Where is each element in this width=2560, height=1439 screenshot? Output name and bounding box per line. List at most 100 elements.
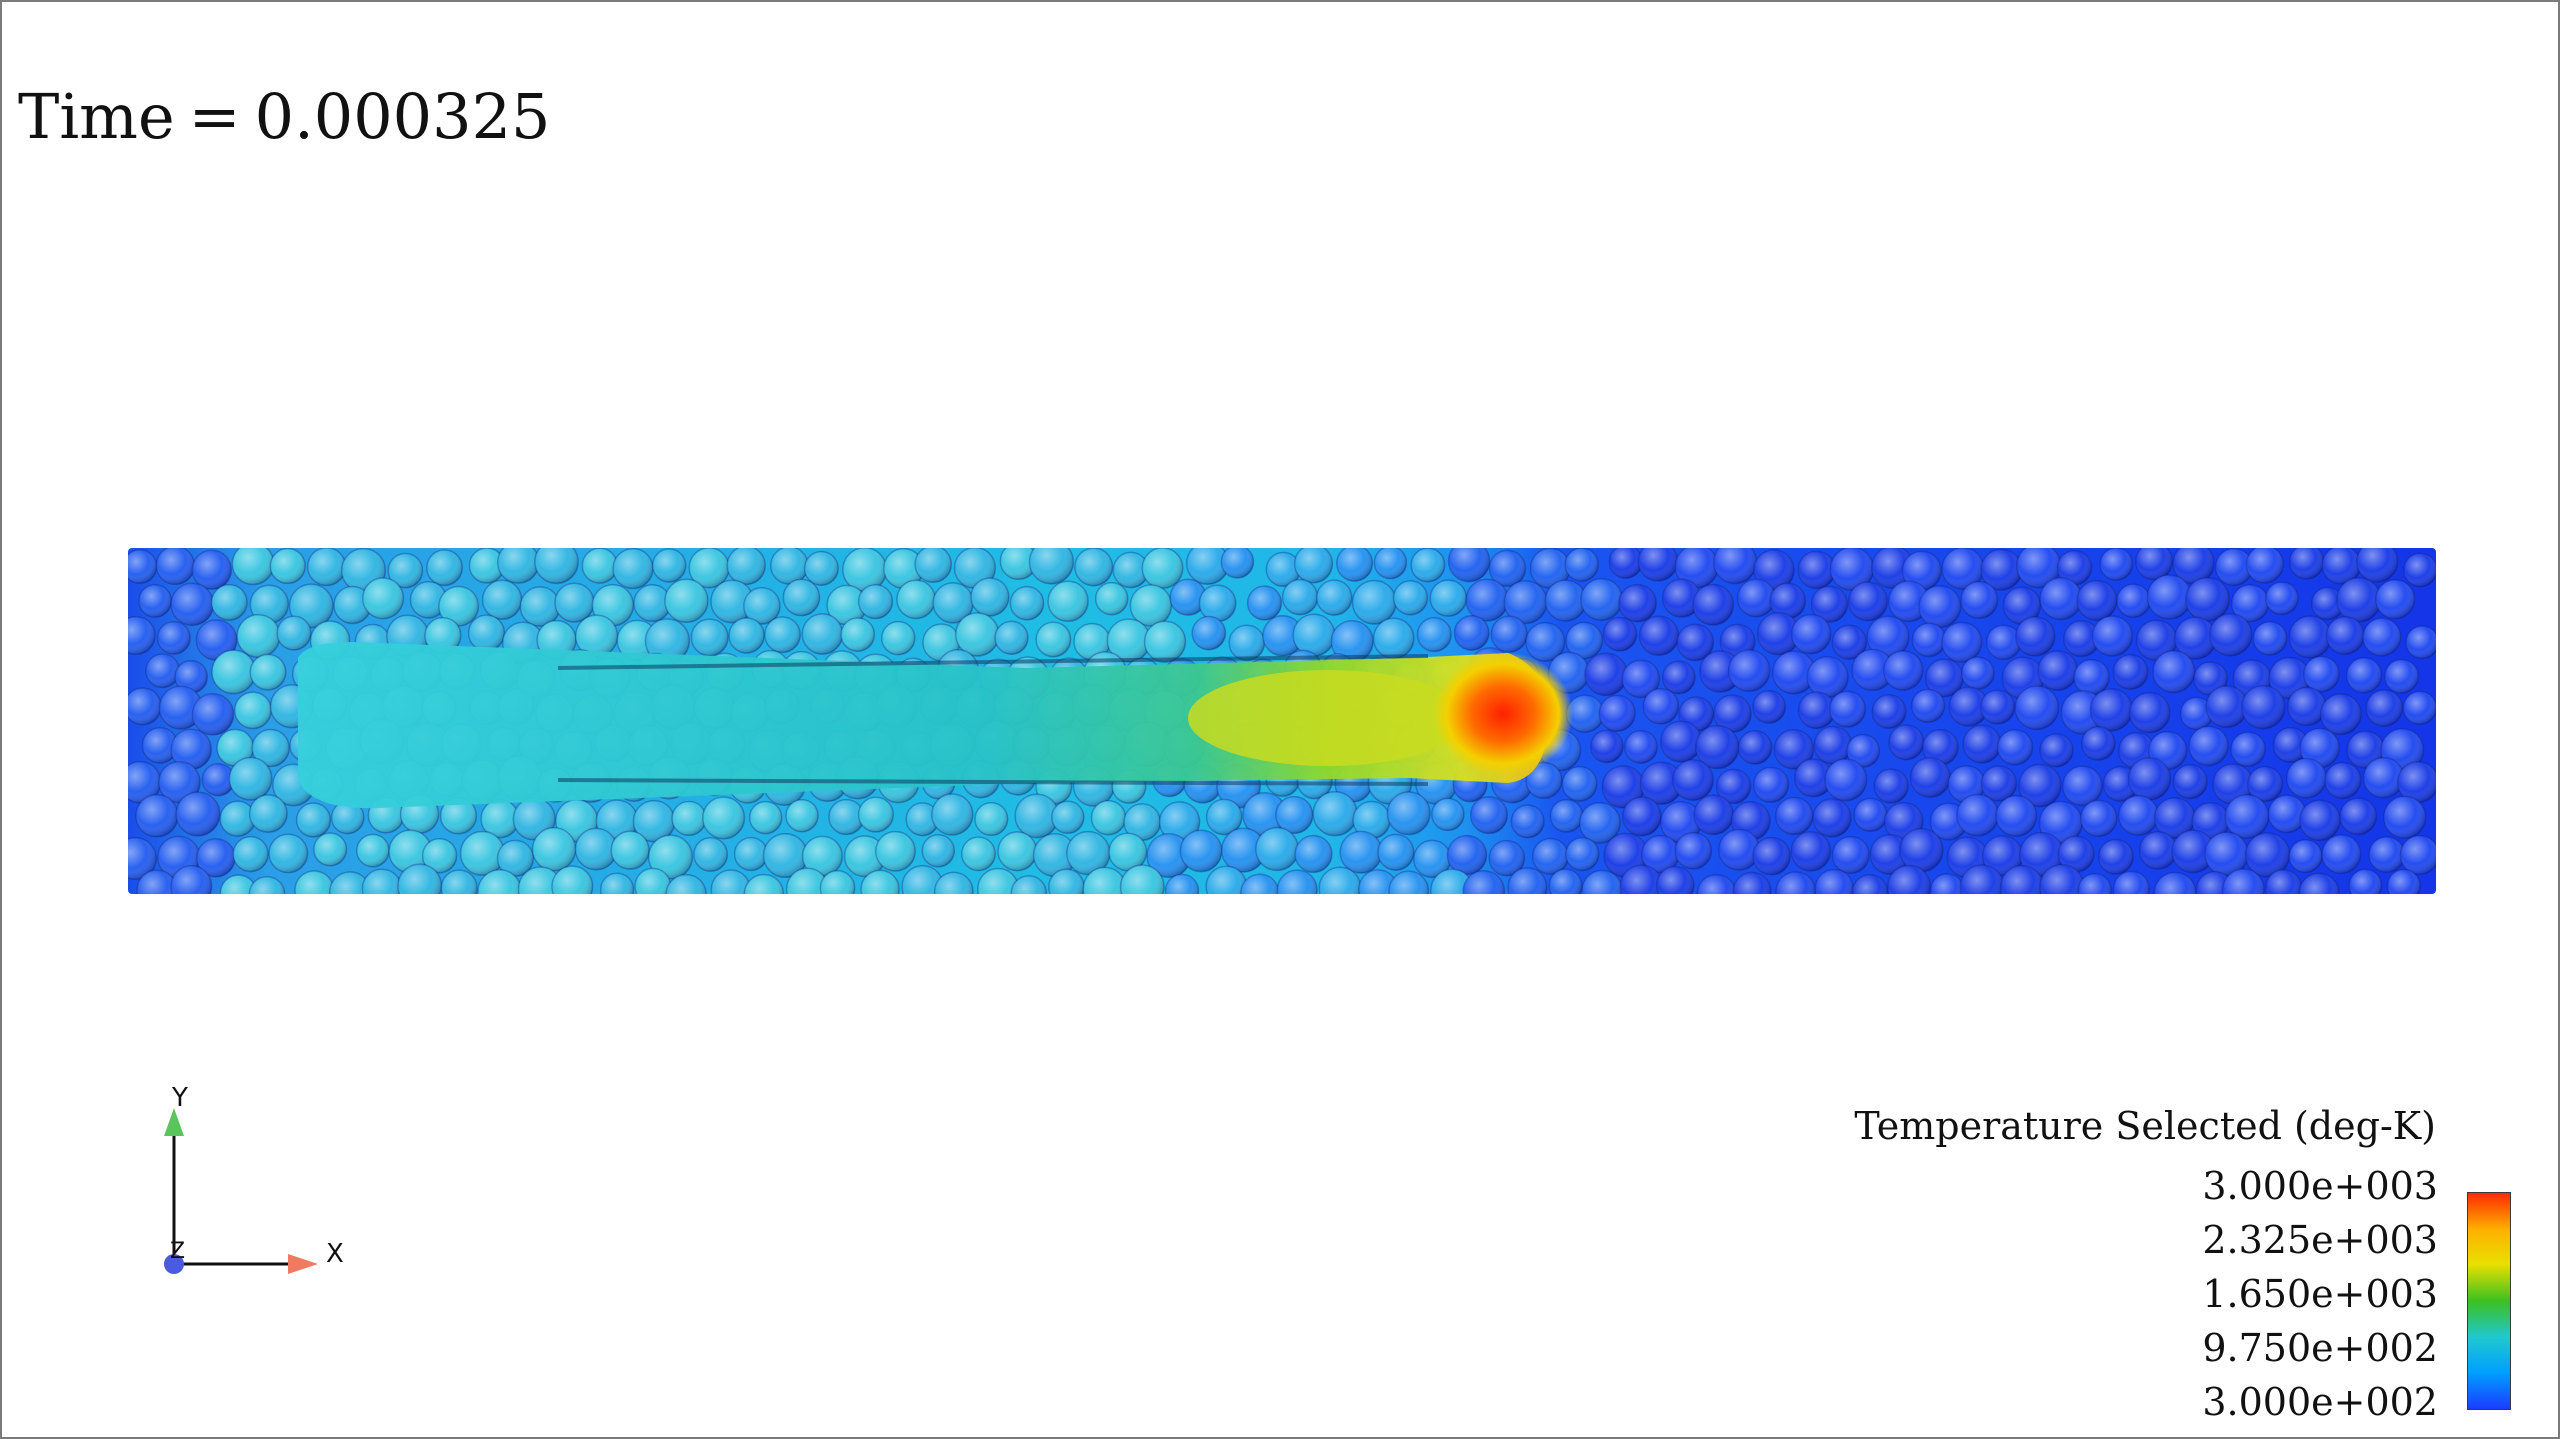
powder-particle-shading (727, 548, 766, 585)
powder-particle-shading (596, 800, 638, 842)
powder-particle-shading (1911, 689, 1945, 723)
laser-spot (1433, 652, 1573, 776)
powder-particle-shading (1550, 799, 1583, 832)
orientation-triad[interactable]: Y X Z (142, 1082, 382, 1282)
powder-particle-shading (1033, 833, 1077, 877)
powder-particle-shading (2154, 797, 2195, 839)
powder-particle-shading (1848, 582, 1888, 621)
powder-particle-shading (2241, 685, 2285, 729)
powder-particle-shading (1389, 871, 1429, 894)
powder-particle-shading (1585, 653, 1628, 696)
powder-particle-shading (362, 578, 404, 619)
powder-particle-shading (2062, 766, 2103, 806)
powder-particle-shading (1378, 834, 1414, 871)
powder-particle-shading (192, 693, 234, 735)
time-value: 0.000325 (254, 80, 551, 153)
powder-particle-shading (1448, 548, 1490, 582)
powder-particle-shading (1313, 791, 1357, 836)
powder-particle-shading (2403, 553, 2436, 587)
powder-particle-shading (156, 548, 195, 585)
powder-particle-shading (1074, 548, 1113, 586)
powder-particle-shading (1430, 580, 1467, 617)
powder-particle-shading (1504, 580, 1547, 624)
powder-particle-shading (356, 834, 389, 867)
powder-particle-shading (2128, 757, 2171, 800)
powder-particle-shading (802, 836, 843, 876)
powder-particle-shading (1813, 798, 1851, 837)
powder-particle-shading (441, 870, 477, 894)
powder-particle-shading (425, 617, 461, 654)
powder-particle-shading (1526, 762, 1562, 799)
powder-particle-shading (617, 620, 658, 661)
powder-particle-shading (135, 794, 178, 837)
y-axis-label: Y (172, 1083, 188, 1113)
powder-particle-shading (1340, 831, 1382, 873)
powder-particle-shading (1889, 725, 1924, 760)
powder-particle-shading (1713, 548, 1757, 584)
powder-particle-shading (1010, 586, 1044, 620)
powder-particle-shading (1733, 872, 1771, 894)
powder-particle-shading (2322, 548, 2361, 585)
powder-particle-shading (128, 549, 157, 584)
powder-particle-shading (2092, 616, 2133, 656)
powder-particle-shading (1144, 621, 1186, 663)
powder-particle-shading (858, 797, 894, 832)
powder-particle-shading (1113, 552, 1149, 588)
powder-particle-shading (1888, 581, 1930, 622)
powder-particle-shading (1641, 835, 1680, 873)
powder-particle-shading (2174, 617, 2217, 659)
powder-particle-shading (2363, 618, 2401, 656)
powder-particle-shading (1807, 656, 1848, 698)
powder-particle-shading (217, 729, 254, 766)
powder-particle-shading (1130, 585, 1172, 626)
powder-particle-shading (2136, 620, 2177, 661)
powder-particle-shading (2322, 835, 2361, 874)
powder-particle-shading (933, 582, 974, 623)
powder-particle-shading (1832, 625, 1867, 660)
powder-particle-shading (1358, 869, 1398, 894)
powder-particle-shading (1545, 580, 1587, 621)
powder-particle-shading (1815, 869, 1854, 894)
powder-particle-shading (171, 729, 212, 770)
powder-particle-shading (702, 797, 745, 839)
powder-particle-shading (1825, 759, 1867, 801)
powder-particle-shading (2326, 616, 2364, 655)
powder-particle-shading (196, 838, 235, 877)
powder-particle-shading (1353, 801, 1391, 839)
powder-particle-shading (202, 763, 235, 796)
powder-particle-shading (1622, 797, 1662, 836)
powder-particle-shading (1609, 548, 1643, 579)
powder-particle-shading (1295, 835, 1332, 873)
powder-particle-shading (744, 874, 784, 894)
powder-particle-shading (1109, 833, 1147, 871)
particle-bed-render[interactable] (128, 548, 2436, 894)
powder-particle-shading (1015, 794, 1059, 838)
powder-particle-shading (1331, 620, 1373, 663)
powder-particle-shading (1566, 695, 1604, 733)
powder-particle-shading (2153, 650, 2195, 693)
powder-particle-shading (2018, 764, 2062, 807)
powder-particle-shading (1963, 725, 2001, 763)
powder-particle-shading (1872, 694, 1906, 729)
powder-particle-shading (2080, 800, 2117, 837)
powder-particle-shading (881, 621, 915, 655)
powder-particle-shading (2289, 616, 2332, 658)
powder-particle-shading (711, 580, 754, 623)
powder-particle-shading (1124, 803, 1161, 841)
powder-particle-shading (1948, 765, 1985, 803)
powder-particle-shading (2040, 864, 2084, 894)
powder-particle-shading (1871, 548, 1914, 589)
powder-particle-shading (1447, 835, 1487, 875)
powder-particle-shading (652, 549, 686, 582)
powder-particle-shading (1656, 866, 1694, 894)
powder-particle-shading (2206, 686, 2248, 728)
powder-particle-shading (1083, 867, 1127, 894)
powder-particle-shading (1186, 548, 1229, 585)
powder-particle-shading (233, 836, 269, 872)
powder-particle-shading (2173, 548, 2214, 584)
powder-particle-shading (2336, 577, 2381, 622)
powder-particle-shading (289, 584, 333, 628)
powder-particle-shading (1029, 548, 1074, 584)
powder-particle-shading (1199, 585, 1236, 622)
